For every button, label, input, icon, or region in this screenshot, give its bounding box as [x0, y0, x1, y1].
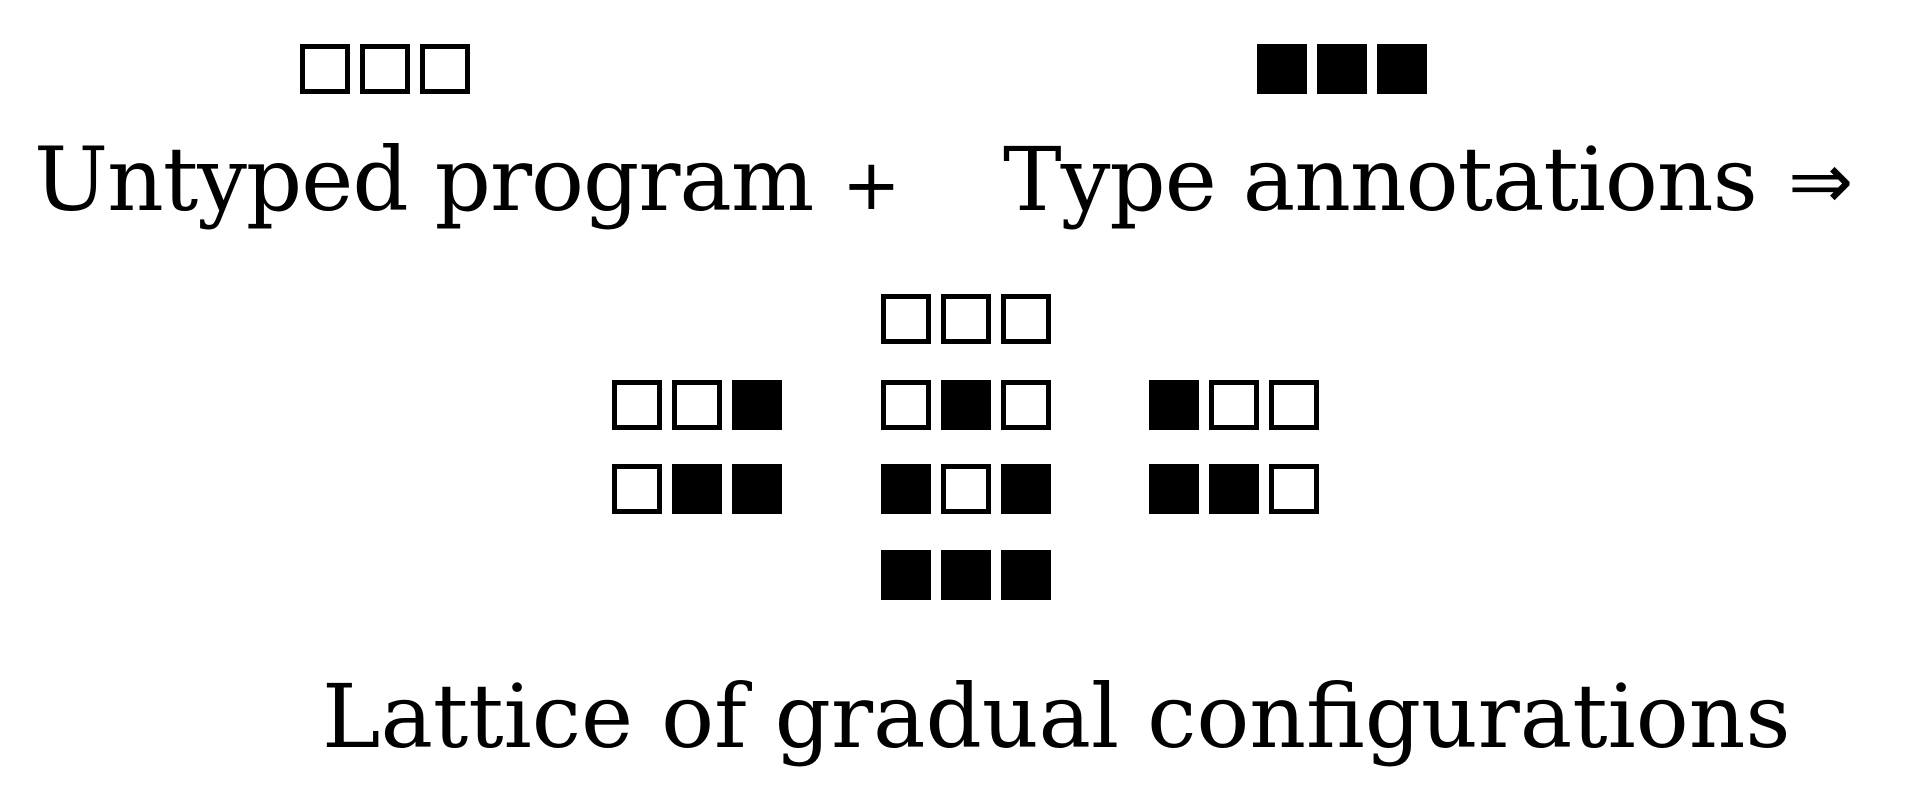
plus-symbol: + [842, 144, 901, 226]
empty-square-icon [360, 44, 410, 94]
lattice-node-mid-left [612, 380, 782, 430]
filled-square-icon [1001, 464, 1051, 514]
filled-square-icon [881, 550, 931, 600]
lattice-node-mid-center [881, 380, 1051, 430]
implies-arrow-icon: ⇒ [1788, 137, 1854, 227]
filled-square-icon [941, 550, 991, 600]
filled-square-icon [1149, 380, 1199, 430]
lattice-node-low-center [881, 464, 1051, 514]
lattice-node-top [881, 294, 1051, 344]
untyped-program-squares [300, 44, 470, 94]
filled-square-icon [732, 380, 782, 430]
filled-square-icon [1317, 44, 1367, 94]
empty-square-icon [881, 380, 931, 430]
empty-square-icon [1209, 380, 1259, 430]
filled-square-icon [1209, 464, 1259, 514]
empty-square-icon [941, 464, 991, 514]
lattice-node-low-left [612, 464, 782, 514]
empty-square-icon [300, 44, 350, 94]
empty-square-icon [941, 294, 991, 344]
filled-square-icon [732, 464, 782, 514]
lattice-node-low-right [1149, 464, 1319, 514]
empty-square-icon [420, 44, 470, 94]
filled-square-icon [1257, 44, 1307, 94]
empty-square-icon [1269, 464, 1319, 514]
filled-square-icon [672, 464, 722, 514]
empty-square-icon [612, 380, 662, 430]
untyped-program-label: Untyped program [34, 128, 814, 231]
empty-square-icon [881, 294, 931, 344]
filled-square-icon [1001, 550, 1051, 600]
lattice-node-bottom [881, 550, 1051, 600]
type-annotations-squares [1257, 44, 1427, 94]
empty-square-icon [1269, 380, 1319, 430]
type-annotations-label: Type annotations [1003, 128, 1758, 231]
empty-square-icon [672, 380, 722, 430]
empty-square-icon [1001, 294, 1051, 344]
lattice-label: Lattice of gradual configurations [322, 665, 1791, 768]
filled-square-icon [941, 380, 991, 430]
filled-square-icon [881, 464, 931, 514]
empty-square-icon [612, 464, 662, 514]
empty-square-icon [1001, 380, 1051, 430]
filled-square-icon [1149, 464, 1199, 514]
filled-square-icon [1377, 44, 1427, 94]
lattice-node-mid-right [1149, 380, 1319, 430]
